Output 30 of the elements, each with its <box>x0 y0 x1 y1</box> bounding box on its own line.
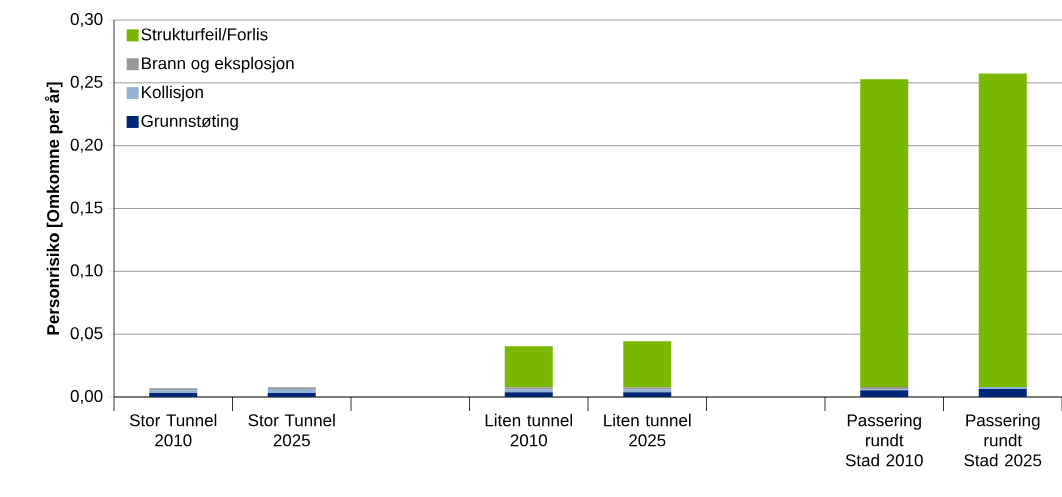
bar <box>978 386 1027 389</box>
y-tick-label: 0,05 <box>70 327 103 342</box>
y-tick-label: 0,30 <box>70 12 103 28</box>
bar <box>267 392 316 397</box>
legend-label: Strukturfeil/Forlis <box>141 27 268 41</box>
legend-label: Grunnstøting <box>141 114 238 131</box>
bar <box>149 392 198 397</box>
y-axis-title: Personrisiko [Omkomne per år] <box>45 82 63 335</box>
bar <box>267 388 316 393</box>
bar <box>978 388 1027 397</box>
bar <box>504 346 553 388</box>
bar <box>623 341 672 388</box>
x-tick-label: Stor Tunnel 2025 <box>248 413 335 447</box>
y-tick-label: 0,25 <box>70 75 103 90</box>
y-tick-label: 0,00 <box>70 389 103 405</box>
legend-label: Kollisjon <box>142 85 203 102</box>
x-tick-label: Liten tunnel 2025 <box>604 413 691 447</box>
y-tick-label: 0,15 <box>70 201 103 216</box>
bar <box>978 73 1027 387</box>
legend-label: Brann og eksplosjon <box>142 56 294 73</box>
bar <box>860 79 909 388</box>
x-tick-label: Liten tunnel 2010 <box>485 413 573 447</box>
y-tick-label: 0,10 <box>70 264 103 279</box>
bar <box>623 392 672 397</box>
bar <box>504 392 553 397</box>
y-tick-label: 0,20 <box>70 138 103 153</box>
x-tick-label: Passering rundt Stad 2025 <box>964 413 1042 467</box>
bar <box>860 390 909 397</box>
x-tick-label: Stor Tunnel 2010 <box>129 413 217 447</box>
x-tick-label: Passering rundt Stad 2010 <box>845 413 923 467</box>
